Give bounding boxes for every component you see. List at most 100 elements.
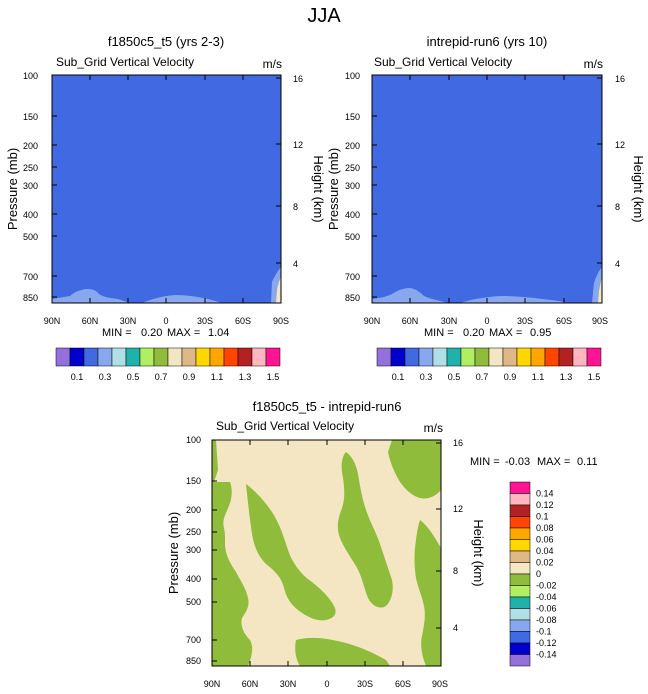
panel-2-min-value: 0.20 — [463, 327, 484, 339]
panel-2-ytick-label: 300 — [345, 181, 360, 191]
colorbar-left-swatch — [139, 347, 155, 367]
panel-1-min-label: MIN = — [102, 327, 132, 339]
colorbar-diff-swatch — [509, 539, 531, 552]
panel-3-negative-region-lower-mid — [295, 637, 390, 666]
panel-2-ytick-right-label: 16 — [615, 74, 625, 84]
panel-3-negative-region-west — [212, 482, 253, 666]
panel-2: intrepid-run6 (yrs 10) Sub_Grid Vertical… — [326, 34, 646, 339]
panel-2-x-axis: 90N 60N 30N 0 30S 60S 90S — [364, 75, 608, 326]
colorbar-diff-label: 0 — [536, 569, 541, 579]
panel-3-y-axis-right: 16 12 8 4 Height (km) — [436, 438, 486, 633]
colorbar-right-swatch — [446, 347, 462, 367]
panel-1-ytick-label: 500 — [23, 232, 38, 242]
panel-2-ytick-right-label: 8 — [615, 202, 620, 212]
colorbar-diff-label: 0.08 — [536, 523, 554, 533]
panel-2-min-label: MIN = — [424, 327, 454, 339]
colorbar-left: 0.1 0.3 0.5 0.7 0.9 1.1 1.3 1.5 — [55, 347, 281, 382]
colorbar-diff-swatch — [509, 642, 531, 655]
panel-1-ytick-right-label: 12 — [293, 140, 303, 150]
panel-1-xtick-label: 30N — [120, 316, 137, 326]
colorbar-right-swatch — [376, 347, 392, 367]
colorbar-right-swatch — [558, 347, 574, 367]
colorbar-right-swatch — [460, 347, 476, 367]
colorbar-left-swatch — [223, 347, 239, 367]
panel-3-ytick-label: 700 — [186, 635, 201, 645]
panel-1-xtick-label: 90S — [273, 316, 289, 326]
panel-3-negative-region-far-west-strip — [212, 440, 218, 482]
panel-2-xtick-label: 90S — [592, 316, 608, 326]
panel-2-xtick-label: 30N — [441, 316, 458, 326]
panel-3-ytick-right-label: 12 — [453, 504, 463, 514]
colorbar-right-label: 1.3 — [560, 372, 573, 382]
panel-1-ytick-label: 400 — [23, 210, 38, 220]
colorbar-diff-label: -0.02 — [536, 581, 557, 591]
colorbar-right-swatch — [502, 347, 518, 367]
colorbar-diff-swatch — [509, 608, 531, 621]
panel-1-lowlevel-contour-left — [52, 289, 130, 303]
colorbar-right-swatch — [404, 347, 420, 367]
panel-3-xtick-label: 60N — [242, 679, 259, 689]
panel-1-ylabel: Pressure (mb) — [5, 148, 20, 230]
panel-2-surface-max-90S — [598, 277, 602, 303]
panel-2-xtick-label: 60S — [556, 316, 572, 326]
panel-1-title: f1850c5_t5 (yrs 2-3) — [108, 34, 224, 49]
panel-2-subtitle: Sub_Grid Vertical Velocity — [374, 55, 512, 69]
panel-3-ytick-label: 400 — [186, 574, 201, 584]
colorbar-right-label: 0.3 — [420, 372, 433, 382]
panel-3-ytick-label: 850 — [186, 656, 201, 666]
colorbar-right-label: 0.1 — [392, 372, 405, 382]
panel-3-subtitle: Sub_Grid Vertical Velocity — [216, 419, 354, 433]
colorbar-left-swatch — [69, 347, 85, 367]
panel-3-negative-region-90S — [414, 520, 441, 666]
colorbar-diff-label: 0.12 — [536, 500, 554, 510]
colorbar-diff-label: -0.14 — [536, 650, 557, 660]
panel-1-xtick-label: 0 — [163, 316, 168, 326]
panel-3-max-value: 0.11 — [577, 456, 598, 468]
colorbar-left-swatch — [97, 347, 113, 367]
colorbar-left-swatch — [265, 347, 281, 367]
panel-3-ytick-right-label: 8 — [453, 566, 458, 576]
colorbar-left-swatch — [167, 347, 183, 367]
colorbar-diff-label: -0.12 — [536, 638, 557, 648]
colorbar-diff-label: 0.04 — [536, 546, 554, 556]
panel-3-ytick-right-label: 16 — [453, 438, 463, 448]
colorbar-left-label: 0.1 — [71, 372, 84, 382]
colorbar-left-swatch — [83, 347, 99, 367]
panel-1: f1850c5_t5 (yrs 2-3) Sub_Grid Vertical V… — [5, 34, 326, 339]
colorbar-diff-swatch — [509, 573, 531, 586]
colorbar-left-label: 1.5 — [267, 372, 280, 382]
colorbar-left-swatch — [153, 347, 169, 367]
panel-2-title: intrepid-run6 (yrs 10) — [427, 34, 548, 49]
colorbar-right-swatch — [418, 347, 434, 367]
colorbar-diff-swatch — [509, 596, 531, 609]
panel-2-max-value: 0.95 — [530, 327, 551, 339]
panel-2-ytick-label: 250 — [345, 163, 360, 173]
colorbar-diff-label: -0.08 — [536, 615, 557, 625]
colorbar-right-swatch — [516, 347, 532, 367]
colorbar-left-swatch — [209, 347, 225, 367]
panel-2-ytick-label: 100 — [345, 71, 360, 81]
panel-3-min-value: -0.03 — [505, 456, 530, 468]
panel-2-ytick-label: 850 — [345, 293, 360, 303]
panel-3-units: m/s — [424, 421, 443, 435]
panel-3-xtick-label: 60S — [395, 679, 411, 689]
colorbar-left-swatch — [181, 347, 197, 367]
panel-3-title: f1850c5_t5 - intrepid-run6 — [253, 399, 402, 414]
colorbar-left-label: 0.3 — [99, 372, 112, 382]
colorbar-diff-label: 0.02 — [536, 558, 554, 568]
panel-1-plot-area — [51, 74, 282, 304]
panel-3-ytick-label: 250 — [186, 527, 201, 537]
panel-1-xtick-label: 60S — [235, 316, 251, 326]
colorbar-diff: 0.140.12 0.10.08 0.060.04 0.020 -0.02-0.04 -0… — [509, 481, 557, 667]
colorbar-diff-swatch — [509, 527, 531, 540]
colorbar-right-label: 0.9 — [504, 372, 517, 382]
colorbar-diff-label: 0.14 — [536, 489, 554, 499]
colorbar-left-swatch — [55, 347, 71, 367]
colorbar-diff-label: 0.1 — [536, 512, 549, 522]
colorbar-right-swatch — [432, 347, 448, 367]
panel-1-xtick-label: 90N — [44, 316, 61, 326]
panel-2-ylabel: Pressure (mb) — [326, 148, 341, 230]
colorbar-right-swatch — [488, 347, 504, 367]
panel-2-ytick-label: 700 — [345, 272, 360, 282]
panel-2-xtick-label: 60N — [402, 316, 419, 326]
